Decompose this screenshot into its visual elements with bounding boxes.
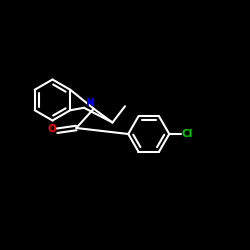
Text: O: O — [48, 124, 56, 134]
Text: Cl: Cl — [181, 129, 192, 139]
Text: N: N — [86, 98, 95, 108]
